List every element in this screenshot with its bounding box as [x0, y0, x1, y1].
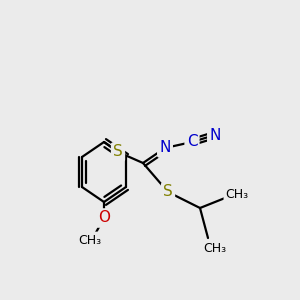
Text: N: N — [159, 140, 171, 155]
Text: O: O — [98, 211, 110, 226]
Text: S: S — [163, 184, 173, 200]
Text: CH₃: CH₃ — [203, 242, 226, 254]
Text: CH₃: CH₃ — [78, 233, 102, 247]
Text: C: C — [187, 134, 197, 149]
Text: S: S — [113, 145, 123, 160]
Text: CH₃: CH₃ — [225, 188, 249, 202]
Text: N: N — [209, 128, 221, 142]
